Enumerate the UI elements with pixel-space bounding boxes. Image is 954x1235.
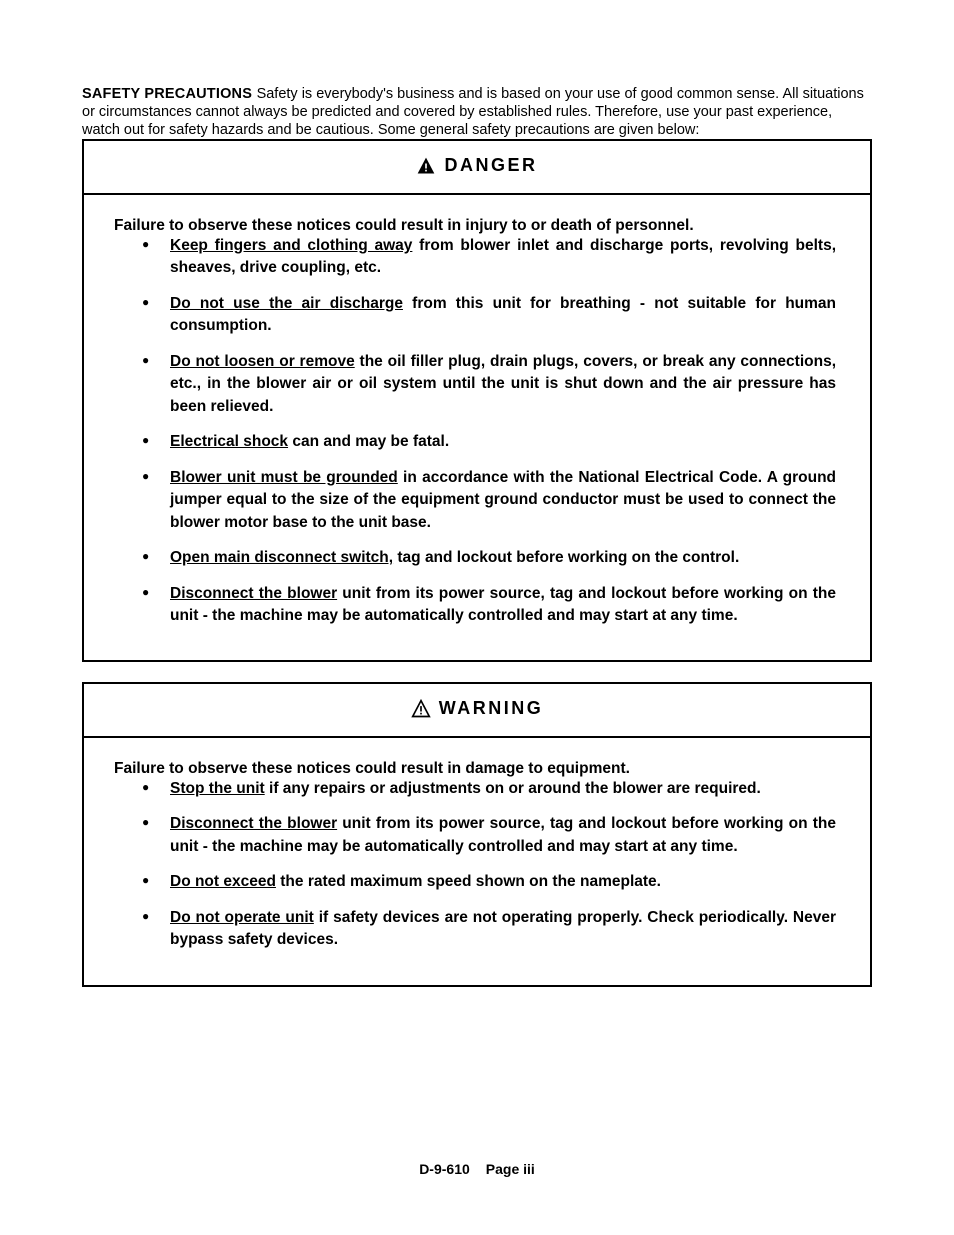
list-item: Keep fingers and clothing away from blow… — [170, 235, 840, 280]
page-footer: D-9-610 Page iii — [0, 1161, 954, 1177]
list-item: Do not loosen or remove the oil filler p… — [170, 351, 840, 418]
list-item: Open main disconnect switch, tag and loc… — [170, 547, 840, 569]
footer-page-label: Page iii — [486, 1161, 535, 1177]
danger-label: DANGER — [444, 155, 537, 176]
list-item: Stop the unit if any repairs or adjustme… — [170, 778, 840, 800]
danger-body: Failure to observe these notices could r… — [84, 195, 870, 661]
warning-icon — [411, 699, 431, 719]
footer-doc-number: D-9-610 — [419, 1161, 470, 1177]
warning-lead: Failure to observe these notices could r… — [114, 760, 630, 777]
warning-header: WARNING — [84, 684, 870, 738]
danger-list: Keep fingers and clothing away from blow… — [114, 235, 840, 628]
list-item: Disconnect the blower unit from its powe… — [170, 583, 840, 628]
danger-header: DANGER — [84, 141, 870, 195]
list-item: Do not use the air discharge from this u… — [170, 293, 840, 338]
list-item: Do not operate unit if safety devices ar… — [170, 907, 840, 952]
list-item: Do not exceed the rated maximum speed sh… — [170, 871, 840, 893]
danger-lead: Failure to observe these notices could r… — [114, 217, 694, 234]
list-item: Blower unit must be grounded in accordan… — [170, 467, 840, 534]
page-content: SAFETY PRECAUTIONS Safety is everybody's… — [0, 0, 954, 987]
danger-icon — [416, 156, 436, 176]
list-item: Electrical shock can and may be fatal. — [170, 431, 840, 453]
warning-list: Stop the unit if any repairs or adjustme… — [114, 778, 840, 952]
page-title: SAFETY PRECAUTIONS — [82, 86, 252, 102]
warning-box: WARNING Failure to observe these notices… — [82, 682, 872, 986]
list-item: Disconnect the blower unit from its powe… — [170, 813, 840, 858]
warning-label: WARNING — [439, 698, 544, 719]
danger-box: DANGER Failure to observe these notices … — [82, 139, 872, 662]
warning-body: Failure to observe these notices could r… — [84, 738, 870, 985]
